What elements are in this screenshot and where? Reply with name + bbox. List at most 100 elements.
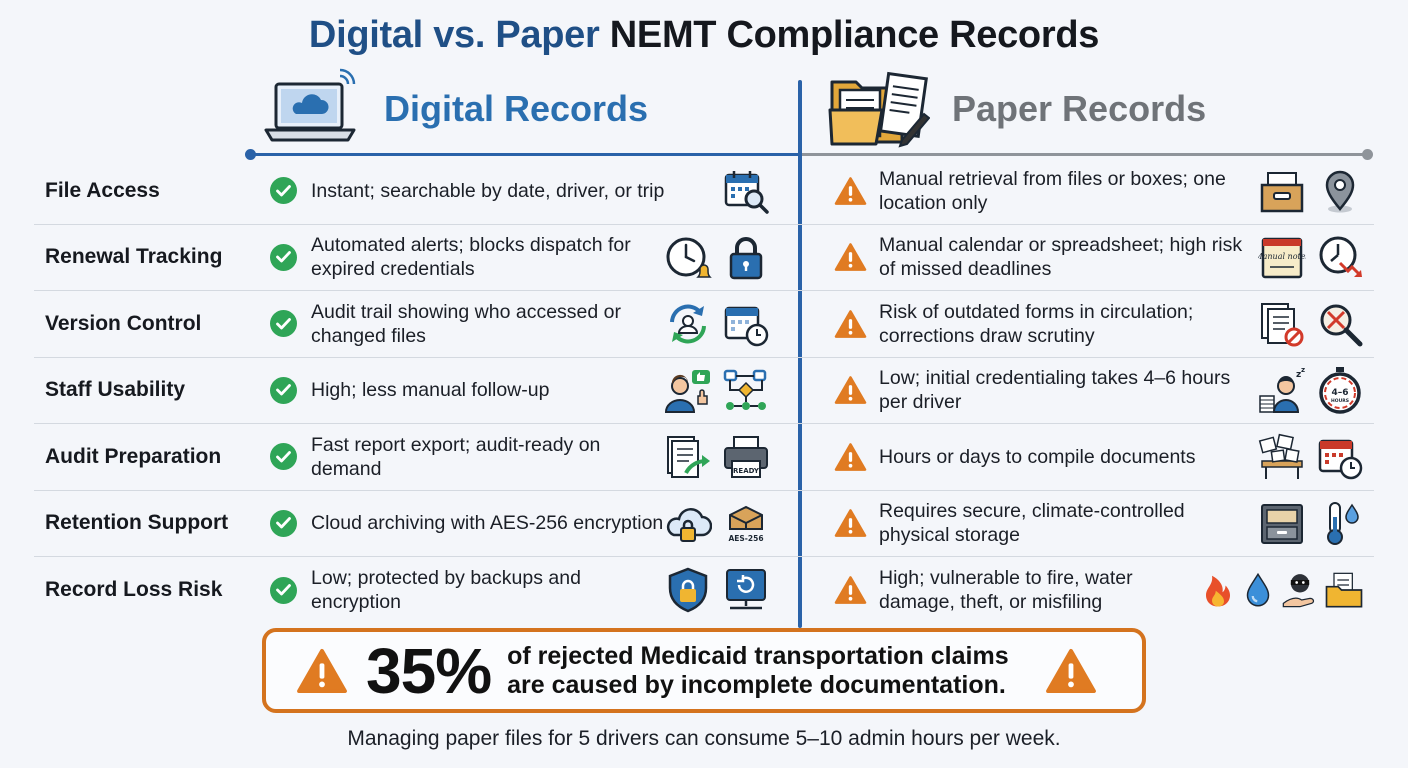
digital-cell: Low; protected by backups and encryption: [270, 557, 770, 624]
stopwatch-hours-value: 4–6: [1331, 388, 1348, 398]
row-label: File Access: [45, 178, 160, 202]
backup-drive-icon: [726, 569, 766, 610]
outdated-documents-icon: [1261, 302, 1304, 347]
document-export-icon: [667, 435, 710, 478]
aes-label: AES-256: [728, 534, 763, 543]
scattered-papers-icon: [1258, 433, 1303, 479]
digital-records-heading: Digital Records: [384, 88, 649, 129]
title-part-2: NEMT Compliance Records: [609, 14, 1100, 56]
table-row: File Access Instant; searchable by date,…: [34, 158, 1374, 225]
file-cabinet-icon: [1261, 504, 1303, 545]
magnifier-crossed-icon: [1320, 304, 1363, 347]
water-drop-icon: [1246, 573, 1270, 607]
row-label: Retention Support: [45, 511, 229, 535]
paper-cell: Low; initial credentialing takes 4–6 hou…: [834, 358, 1364, 424]
paper-text: Low; initial credentialing takes 4–6 hou…: [879, 367, 1231, 414]
warning-icon: [834, 442, 867, 471]
paper-cell: Manual calendar or spreadsheet; high ris…: [834, 225, 1364, 291]
digital-cell: Instant; searchable by date, driver, or …: [270, 158, 770, 224]
padlock-icon: [729, 237, 763, 280]
workflow-icon: [723, 370, 767, 411]
svg-text:z: z: [1301, 366, 1305, 374]
paper-divider-dot: [1362, 149, 1373, 160]
thief-icon: [1282, 574, 1315, 608]
digital-cell: Fast report export; audit-ready on deman…: [270, 424, 770, 490]
digital-text: Fast report export; audit-ready on deman…: [311, 433, 601, 480]
table-row: Retention Support Cloud archiving with A…: [34, 491, 1374, 557]
stat-callout: 35% of rejected Medicaid transportation …: [262, 628, 1146, 713]
thumbs-up-user-icon: [664, 370, 710, 414]
warning-icon: [834, 376, 867, 405]
check-icon: [270, 509, 297, 537]
row-label: Audit Preparation: [45, 444, 222, 468]
comparison-table: File Access Instant; searchable by date,…: [34, 158, 1374, 624]
paper-records-heading: Paper Records: [952, 88, 1207, 129]
warning-icon: [834, 576, 867, 605]
column-divider: [798, 80, 802, 628]
paper-folders-icon: [828, 71, 930, 148]
warning-icon: [1045, 648, 1096, 693]
printer-ready-icon: READY: [724, 435, 768, 478]
calendar-clock-icon: [1318, 439, 1363, 479]
paper-text: Risk of outdated forms in circulation; c…: [879, 300, 1194, 347]
warning-icon: [834, 243, 867, 272]
calendar-search-icon: [724, 170, 769, 214]
check-icon: [270, 443, 297, 471]
paper-text: Manual retrieval from files or boxes; on…: [879, 167, 1226, 214]
paper-cell: Requires secure, climate-controlled phys…: [834, 491, 1364, 557]
folder-icon: [1325, 572, 1363, 608]
paper-cell: High; vulnerable to fire, water damage, …: [834, 557, 1364, 624]
tired-worker-icon: z z: [1259, 366, 1305, 414]
alarm-clock-bell-icon: [666, 237, 712, 278]
digital-cell: Automated alerts; blocks dispatch for ex…: [270, 225, 770, 291]
digital-text: Instant; searchable by date, driver, or …: [311, 179, 665, 202]
stopwatch-hours-label: HOURS: [1331, 398, 1349, 404]
stat-description: of rejected Medicaid transportation clai…: [507, 642, 1009, 700]
paper-text: Hours or days to compile documents: [879, 445, 1196, 468]
paper-column-header: Paper Records: [826, 64, 1206, 154]
footnote: Managing paper files for 5 drivers can c…: [347, 727, 1061, 750]
check-icon: [270, 576, 297, 604]
manual-notes-label: Manual notes: [1258, 252, 1306, 261]
table-row: Renewal Tracking Automated alerts; block…: [34, 225, 1374, 291]
paper-text: Manual calendar or spreadsheet; high ris…: [879, 234, 1243, 281]
printer-ready-label: READY: [733, 467, 760, 475]
fire-icon: [1206, 576, 1230, 607]
thermometer-icon: [1327, 502, 1359, 546]
paper-cell: Risk of outdated forms in circulation; c…: [834, 291, 1364, 357]
digital-cell: High; less manual follow-up: [270, 358, 770, 424]
cloud-lock-icon: [666, 508, 712, 543]
paper-text: High; vulnerable to fire, water damage, …: [879, 567, 1133, 614]
location-pin-icon: [1325, 170, 1355, 213]
calendar-clock-icon: [724, 306, 769, 346]
check-icon: [270, 177, 297, 205]
digital-text: Cloud archiving with AES-256 encryption: [311, 512, 664, 535]
svg-text:z: z: [1296, 370, 1301, 380]
check-icon: [270, 243, 297, 271]
digital-text: Low; protected by backups and encryption: [311, 567, 581, 614]
paper-text: Requires secure, climate-controlled phys…: [879, 500, 1185, 547]
digital-column-header: Digital Records: [262, 64, 648, 154]
stat-line-2: are caused by incomplete documentation.: [507, 670, 1006, 699]
warning-icon: [834, 509, 867, 538]
paper-divider: [800, 153, 1368, 156]
table-row: Audit Preparation Fast report export; au…: [34, 424, 1374, 491]
check-icon: [270, 376, 297, 404]
digital-text: Audit trail showing who accessed or chan…: [311, 300, 621, 347]
encrypted-box-icon: AES-256: [728, 506, 764, 543]
file-box-icon: [1260, 171, 1304, 212]
digital-text: Automated alerts; blocks dispatch for ex…: [311, 234, 631, 281]
warning-icon: [834, 309, 867, 338]
digital-text: High; less manual follow-up: [311, 379, 550, 402]
clock-down-arrow-icon: [1319, 236, 1362, 278]
laptop-cloud-icon: [264, 68, 356, 142]
stat-value: 35%: [366, 634, 492, 707]
table-row: Version Control Audit trail showing who …: [34, 291, 1374, 358]
shield-lock-icon: [668, 567, 708, 613]
digital-divider: [250, 153, 800, 156]
warning-icon: [297, 648, 347, 693]
check-icon: [270, 310, 297, 338]
warning-icon: [834, 176, 867, 205]
user-sync-icon: [670, 304, 706, 344]
page-title: Digital vs. Paper NEMT Compliance Record…: [0, 14, 1408, 57]
